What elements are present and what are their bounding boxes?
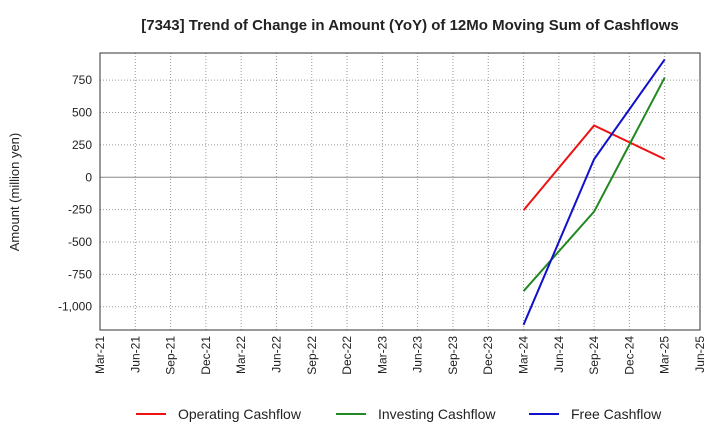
legend: Operating Cashflow Investing Cashflow Free… — [136, 406, 662, 422]
legend-label: Investing Cashflow — [378, 406, 496, 422]
plot-frame — [99, 52, 701, 331]
x-tick-label: Mar-23 — [375, 336, 389, 374]
x-tick-labels: Mar-21 Jun-21 Sep-21 Dec-21 Mar-22 Jun-22 Sep-… — [93, 336, 707, 375]
y-axis-label: Amount (million yen) — [7, 133, 22, 252]
x-tick-label: Jun-24 — [552, 336, 566, 373]
y-tick-label: 750 — [72, 73, 92, 87]
y-tick-label: -250 — [68, 203, 92, 217]
legend-label: Operating Cashflow — [178, 406, 302, 422]
free-cashflow-line — [522, 58, 666, 326]
operating-cashflow-line — [522, 124, 666, 211]
grid — [99, 53, 701, 330]
x-tick-label: Jun-21 — [128, 336, 142, 373]
y-tick-label: 500 — [72, 106, 92, 120]
chart-title: [7343] Trend of Change in Amount (YoY) o… — [141, 17, 679, 34]
x-tick-label: Mar-24 — [517, 336, 531, 374]
x-tick-label: Jun-23 — [411, 336, 425, 373]
series-group — [522, 58, 666, 326]
y-tick-label: -500 — [68, 235, 92, 249]
y-tick-label: 0 — [85, 170, 92, 184]
x-tick-label: Dec-24 — [622, 336, 636, 375]
x-tick-label: Mar-22 — [234, 336, 248, 374]
x-tick-label: Sep-24 — [587, 336, 601, 375]
y-tick-label: -1,000 — [58, 300, 92, 314]
x-tick-label: Mar-21 — [93, 336, 107, 374]
x-tick-label: Dec-21 — [199, 336, 213, 375]
x-tick-label: Mar-25 — [658, 336, 672, 374]
x-tick-label: Dec-23 — [481, 336, 495, 375]
x-tick-label: Jun-25 — [693, 336, 707, 373]
investing-cashflow-line — [522, 77, 666, 292]
x-tick-label: Jun-22 — [269, 336, 283, 373]
x-tick-label: Dec-22 — [340, 336, 354, 375]
x-tick-label: Sep-23 — [446, 336, 460, 375]
y-tick-label: -750 — [68, 267, 92, 281]
x-tick-label: Sep-22 — [305, 336, 319, 375]
legend-label: Free Cashflow — [571, 406, 662, 422]
x-tick-label: Sep-21 — [164, 336, 178, 375]
y-tick-labels: 750 500 250 0 -250 -500 -750 -1,000 — [58, 73, 92, 314]
y-tick-label: 250 — [72, 138, 92, 152]
